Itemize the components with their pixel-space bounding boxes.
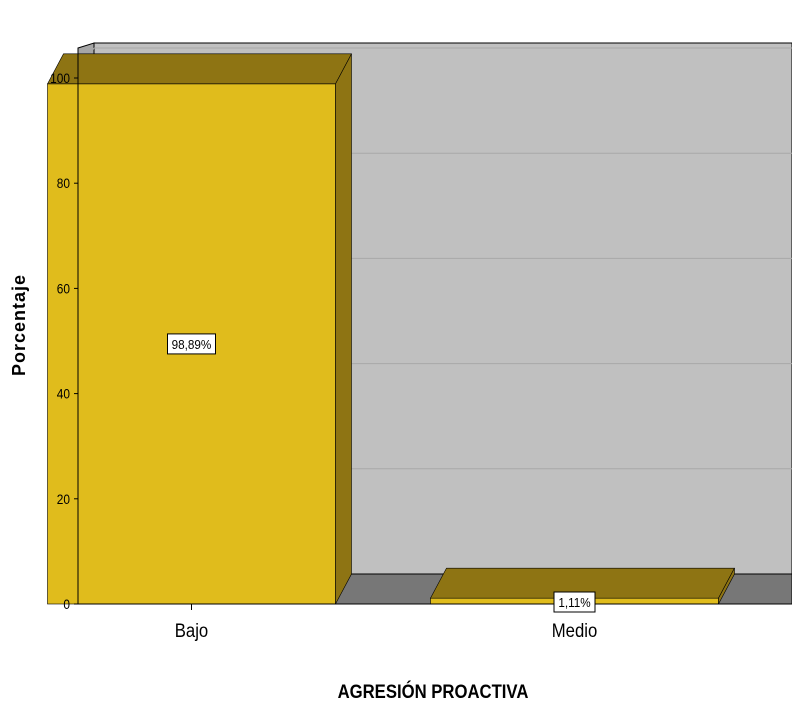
- y-tick-label: 60: [57, 280, 70, 296]
- data-label-text: 98,89%: [172, 337, 212, 352]
- x-tick-label: Bajo: [175, 620, 208, 641]
- data-labels: 98,89% 1,11%: [167, 333, 596, 613]
- data-label: 1,11%: [553, 591, 596, 613]
- x-tick-label: Medio: [552, 620, 598, 641]
- y-tick-label: 40: [57, 386, 70, 402]
- x-axis: Bajo Medio: [78, 603, 792, 641]
- x-axis-label: AGRESIÓN PROACTIVA: [338, 680, 529, 702]
- bar-side: [718, 568, 735, 605]
- y-tick-label: 0: [63, 596, 70, 612]
- data-label: 98,89%: [167, 333, 216, 355]
- y-axis: 0 20 40 60 80 100: [50, 48, 79, 612]
- y-tick-label: 100: [50, 70, 70, 86]
- bar-side: [335, 53, 352, 605]
- data-label-text: 1,11%: [558, 595, 590, 610]
- data-label-box: [553, 591, 596, 613]
- bar-top: [47, 53, 352, 85]
- y-tick-label: 20: [57, 491, 70, 507]
- y-axis-label: Porcentaje: [9, 274, 29, 376]
- bar-bajo: [47, 53, 352, 605]
- data-label-box: [167, 333, 216, 355]
- y-tick-label: 80: [57, 175, 70, 191]
